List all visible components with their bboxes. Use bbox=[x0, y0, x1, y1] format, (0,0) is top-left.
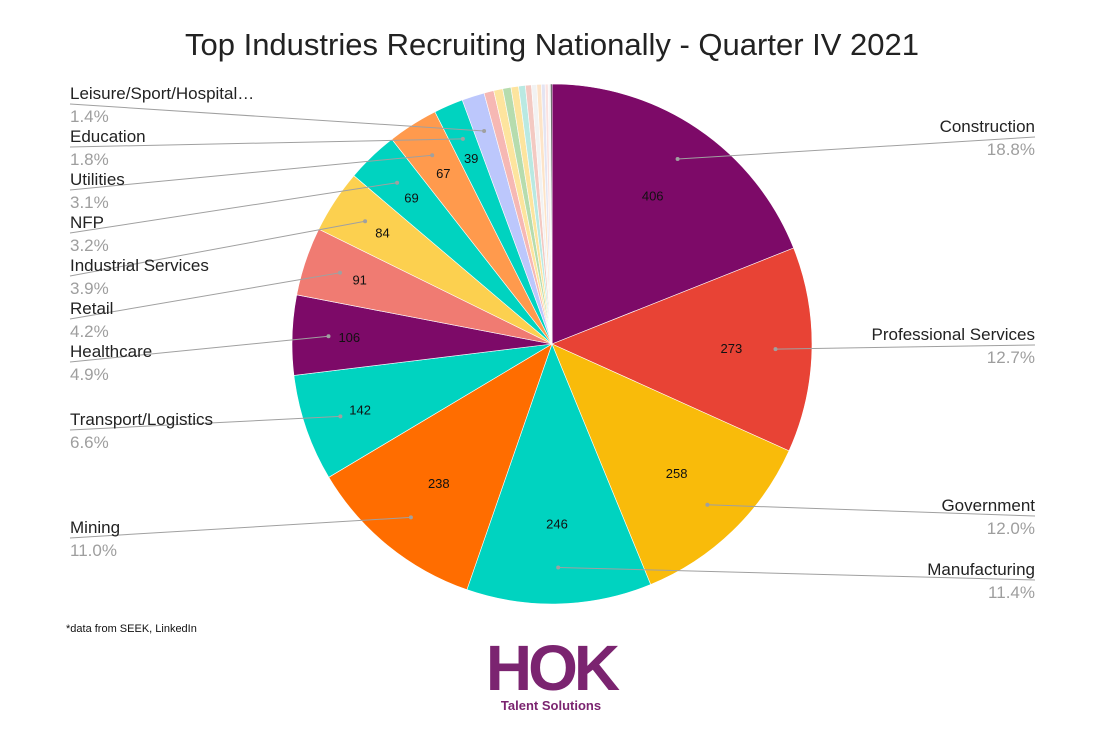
leader-line bbox=[69, 335, 329, 363]
slice-percent-label: 4.2% bbox=[70, 322, 109, 341]
slice-name-label: Construction bbox=[940, 117, 1035, 136]
slice-percent-label: 12.7% bbox=[987, 348, 1035, 367]
leader-line bbox=[558, 567, 1036, 581]
leader-dot bbox=[338, 270, 342, 275]
slice-percent-label: 1.4% bbox=[70, 107, 109, 126]
pie-slices bbox=[291, 83, 813, 605]
leader-dot bbox=[482, 129, 487, 133]
leader-line bbox=[69, 138, 463, 148]
leader-dot bbox=[363, 219, 368, 224]
slice-value-label: 106 bbox=[338, 330, 360, 345]
pie-slice-professional-services bbox=[551, 247, 813, 452]
chart-title: Top Industries Recruiting Nationally - Q… bbox=[185, 27, 919, 62]
pie-slice-manufacturing bbox=[466, 343, 652, 605]
slice-percent-label: 3.9% bbox=[70, 279, 109, 298]
label-leader-lines bbox=[69, 103, 1036, 581]
slice-percent-label: 12.0% bbox=[987, 519, 1035, 538]
leader-line bbox=[69, 272, 341, 320]
pie-slice-mining bbox=[328, 343, 553, 591]
leader-line bbox=[69, 154, 433, 191]
slice-name-label: Professional Services bbox=[872, 325, 1035, 344]
leader-dot bbox=[326, 334, 331, 339]
logo-wordmark: HOK bbox=[486, 632, 620, 704]
slice-value-label: 67 bbox=[436, 166, 450, 181]
slice-value-label: 238 bbox=[428, 476, 450, 491]
leader-dot bbox=[675, 157, 680, 161]
leader-dot bbox=[338, 414, 343, 419]
slice-name-label: Retail bbox=[70, 299, 113, 318]
leader-dot bbox=[773, 347, 778, 352]
leader-line bbox=[677, 136, 1036, 160]
leader-dot bbox=[556, 565, 561, 570]
slice-name-label: Utilities bbox=[70, 170, 125, 189]
slice-percent-label: 3.1% bbox=[70, 193, 109, 212]
leader-dot bbox=[705, 502, 710, 507]
logo-tagline: Talent Solutions bbox=[501, 698, 601, 713]
leader-dot bbox=[408, 515, 413, 520]
slice-value-label: 69 bbox=[404, 191, 418, 206]
slice-name-label: Government bbox=[941, 496, 1035, 515]
slice-value-labels: 406 273 258 246 238 142 106 91 84 69 67 39 bbox=[338, 151, 742, 531]
slice-name-label: Healthcare bbox=[70, 342, 152, 361]
slice-value-label: 91 bbox=[352, 273, 366, 288]
slice-name-label: Education bbox=[70, 127, 146, 146]
leader-line bbox=[775, 344, 1036, 350]
leader-line bbox=[69, 182, 398, 234]
leader-line bbox=[69, 220, 366, 277]
leader-line bbox=[69, 415, 341, 431]
slice-value-label: 84 bbox=[375, 226, 389, 241]
slice-outer-labels: Construction 18.8% Professional Services 12… bbox=[70, 84, 1035, 602]
slice-value-label: 406 bbox=[642, 189, 664, 204]
slice-value-label: 39 bbox=[464, 151, 478, 166]
pie-slice-transport-logistics bbox=[293, 343, 553, 478]
slice-value-label: 273 bbox=[721, 341, 743, 356]
leader-dot bbox=[460, 136, 465, 141]
slice-name-label: NFP bbox=[70, 213, 104, 232]
data-source-footnote: *data from SEEK, LinkedIn bbox=[66, 623, 197, 635]
slice-percent-label: 6.6% bbox=[70, 433, 109, 452]
slice-value-label: 246 bbox=[546, 516, 568, 531]
slice-name-label: Manufacturing bbox=[927, 560, 1035, 579]
leader-line bbox=[69, 516, 411, 539]
slice-value-label: 142 bbox=[349, 403, 371, 418]
slice-percent-label: 1.8% bbox=[70, 150, 109, 169]
slice-value-label: 258 bbox=[666, 466, 688, 481]
slice-percent-label: 11.0% bbox=[70, 541, 117, 560]
leader-dot bbox=[430, 153, 435, 158]
slice-name-label: Transport/Logistics bbox=[70, 410, 213, 429]
slice-name-label: Mining bbox=[70, 518, 120, 537]
slice-name-label: Industrial Services bbox=[70, 256, 209, 275]
pie-slice-other-24 bbox=[550, 83, 553, 345]
leader-dot bbox=[395, 180, 400, 185]
company-logo: HOK Talent Solutions bbox=[486, 632, 624, 713]
leader-line bbox=[69, 103, 485, 132]
pie-slice-government bbox=[551, 343, 790, 585]
slice-percent-label: 3.2% bbox=[70, 236, 109, 255]
slice-percent-label: 11.4% bbox=[988, 583, 1035, 602]
slice-percent-label: 18.8% bbox=[987, 140, 1035, 159]
slice-name-label: Leisure/Sport/Hospital… bbox=[70, 84, 254, 103]
leader-line bbox=[707, 504, 1036, 517]
slice-percent-label: 4.9% bbox=[70, 365, 109, 384]
pie-slice-construction bbox=[551, 83, 795, 345]
